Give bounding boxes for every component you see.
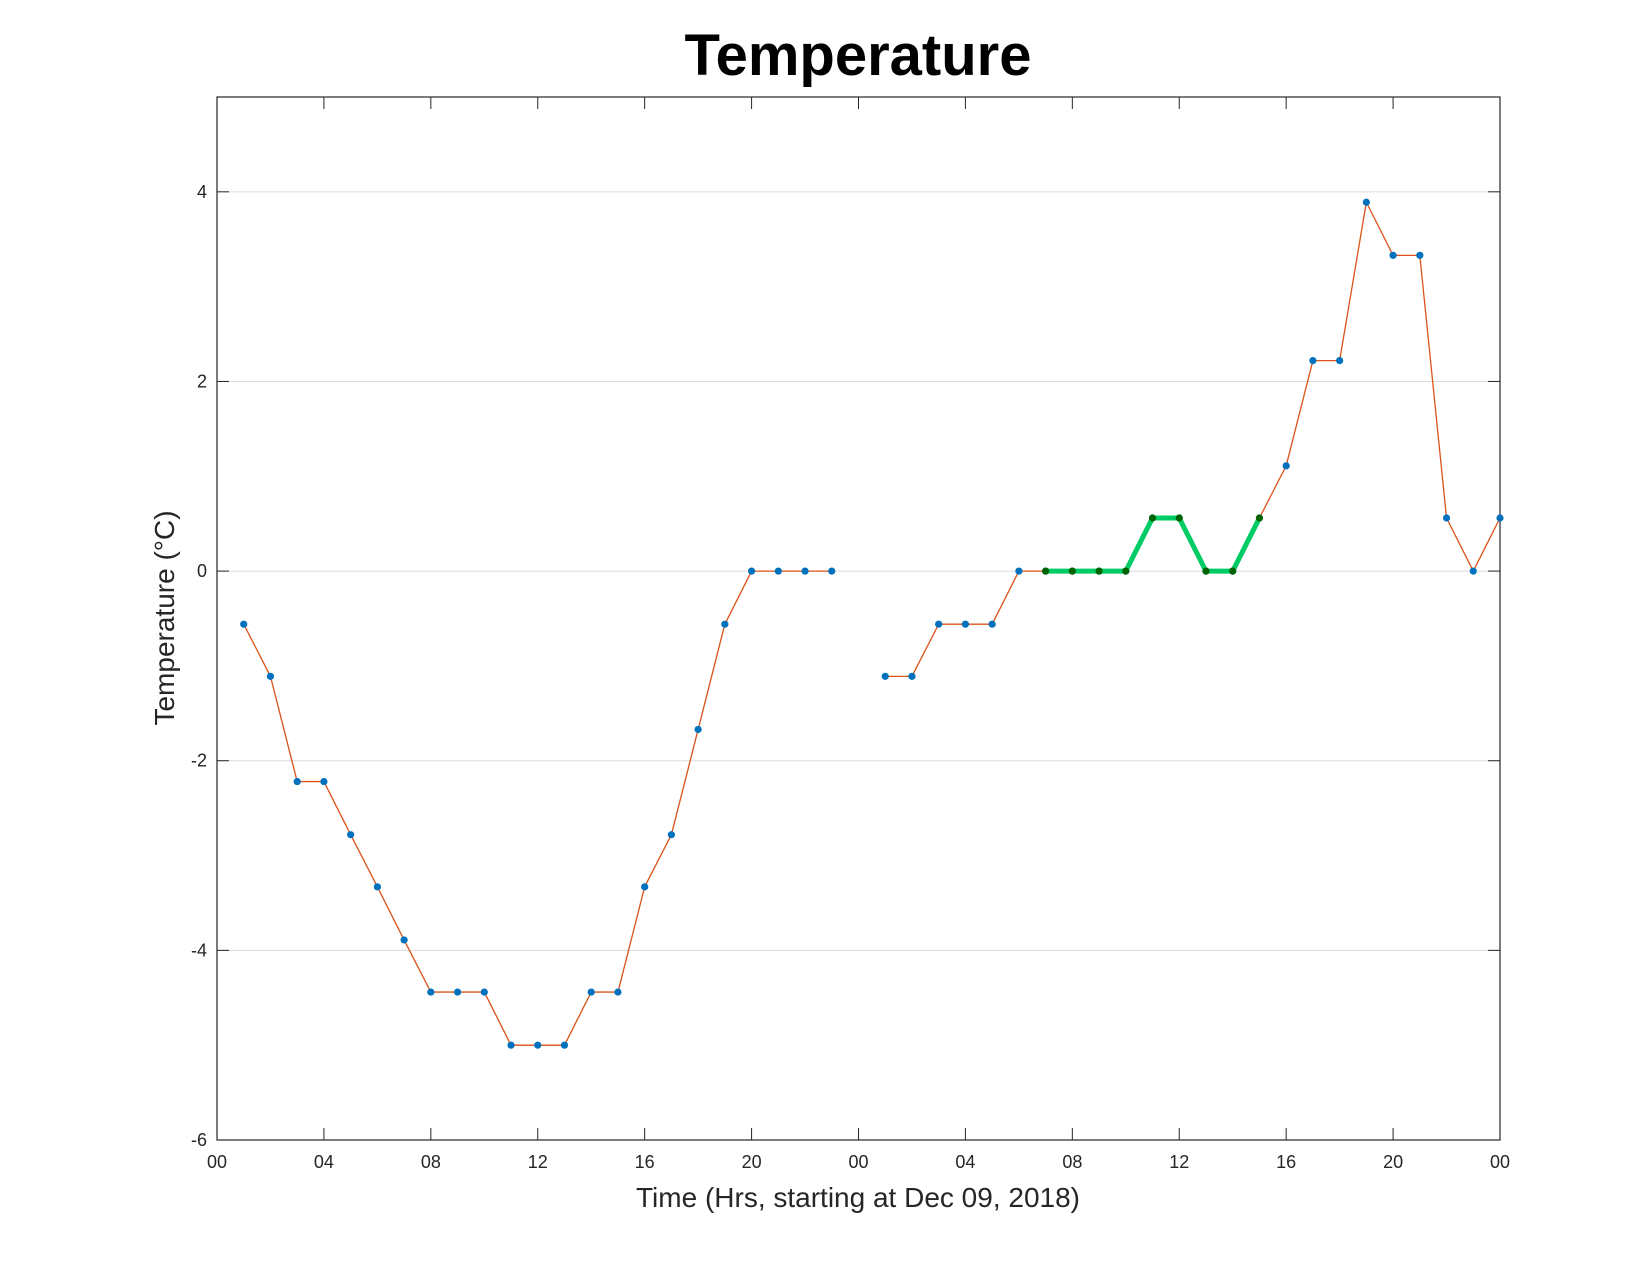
series-line xyxy=(884,201,1501,677)
data-point xyxy=(908,672,916,680)
x-tick-label: 16 xyxy=(635,1152,655,1172)
y-tick-label: 2 xyxy=(197,371,207,391)
data-point xyxy=(961,620,970,628)
data-point xyxy=(400,936,408,944)
data-point xyxy=(774,567,782,575)
x-axis-label: Time (Hrs, starting at Dec 09, 2018) xyxy=(636,1182,1080,1213)
x-tick-label: 12 xyxy=(528,1152,548,1172)
data-series xyxy=(240,198,1504,1049)
y-axis-label: Temperature (°C) xyxy=(149,510,180,725)
y-tick-label: -2 xyxy=(191,751,207,771)
axis-ticks: -6 -4 -2 0 2 4 00 04 08 12 16 20 00 04 08 12 16 20 00 xyxy=(191,97,1510,1172)
data-point xyxy=(293,777,301,786)
gridlines xyxy=(217,191,1500,951)
data-point xyxy=(266,672,275,680)
highlight-point xyxy=(1202,567,1210,575)
highlight-point xyxy=(1255,514,1264,522)
data-point xyxy=(641,883,649,891)
data-point xyxy=(240,620,248,628)
data-point xyxy=(1389,251,1397,259)
data-point xyxy=(507,1041,515,1049)
data-point xyxy=(560,1041,569,1049)
data-point xyxy=(1442,514,1451,522)
highlight-line xyxy=(1043,515,1262,574)
data-point xyxy=(1416,251,1424,259)
data-point xyxy=(667,831,675,839)
x-tick-label: 08 xyxy=(1062,1152,1082,1172)
x-tick-label: 08 xyxy=(421,1152,441,1172)
x-tick-label: 20 xyxy=(742,1152,762,1172)
data-point xyxy=(1309,356,1317,365)
highlight-point xyxy=(1122,567,1130,575)
data-point xyxy=(1362,198,1370,206)
data-point xyxy=(1282,462,1290,470)
x-tick-label: 04 xyxy=(314,1152,334,1172)
highlight-point xyxy=(1095,567,1103,575)
highlight-series xyxy=(1042,514,1264,575)
data-point xyxy=(801,567,809,575)
data-point xyxy=(694,725,702,734)
temperature-series xyxy=(240,198,1504,1049)
highlight-point xyxy=(1148,514,1157,522)
data-point xyxy=(1496,514,1504,522)
x-tick-label: 00 xyxy=(207,1152,227,1172)
data-point xyxy=(1015,567,1023,575)
y-tick-label: -6 xyxy=(191,1130,207,1150)
y-tick-label: 0 xyxy=(197,561,207,581)
data-point xyxy=(373,883,381,891)
x-tick-label: 00 xyxy=(848,1152,868,1172)
data-point xyxy=(1336,356,1344,365)
data-point xyxy=(614,988,622,996)
x-tick-label: 20 xyxy=(1383,1152,1403,1172)
x-tick-label: 16 xyxy=(1276,1152,1296,1172)
data-point xyxy=(881,672,889,680)
x-tick-label: 04 xyxy=(955,1152,975,1172)
data-point xyxy=(935,620,943,628)
data-point xyxy=(534,1041,542,1049)
data-point xyxy=(427,988,435,996)
x-tick-label: 00 xyxy=(1490,1152,1510,1172)
data-point xyxy=(453,988,462,996)
data-point xyxy=(721,620,729,628)
x-tick-label: 12 xyxy=(1169,1152,1189,1172)
data-point xyxy=(480,988,488,996)
y-tick-label: -4 xyxy=(191,940,207,960)
data-point xyxy=(320,777,328,786)
plot-frame xyxy=(216,96,1501,1141)
data-point xyxy=(747,567,756,575)
data-point xyxy=(988,620,996,628)
highlight-point xyxy=(1175,514,1183,522)
highlight-point xyxy=(1042,567,1050,575)
highlight-point xyxy=(1229,567,1237,575)
highlight-point xyxy=(1068,567,1076,575)
series-line xyxy=(243,570,833,1046)
data-point xyxy=(587,988,595,996)
data-point xyxy=(347,831,355,839)
y-tick-label: 4 xyxy=(197,182,207,202)
data-point xyxy=(828,567,836,575)
chart-title: Temperature xyxy=(684,23,1031,88)
data-point xyxy=(1469,567,1477,575)
